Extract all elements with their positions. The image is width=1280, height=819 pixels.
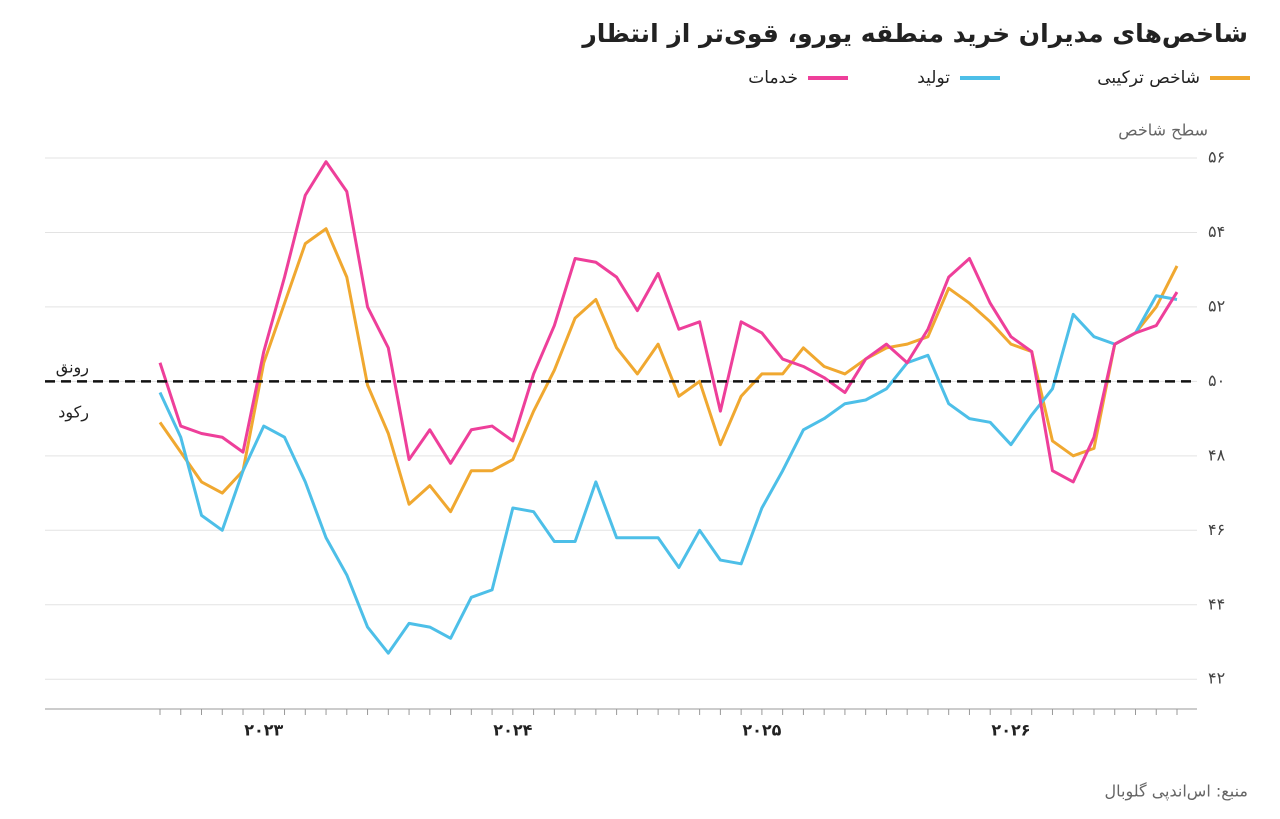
x-tick-label: ۲۰۲۵ bbox=[742, 721, 781, 740]
legend-label: خدمات bbox=[748, 68, 798, 88]
y-tick-label: ۵۲ bbox=[1208, 296, 1225, 315]
series-line bbox=[158, 227, 1179, 514]
y-tick-label: ۴۲ bbox=[1208, 669, 1225, 688]
y-axis-label: سطح شاخص bbox=[1118, 121, 1208, 141]
chart-title: شاخص‌های مدیران خرید منطقه یورو، قوی‌تر … bbox=[580, 19, 1248, 49]
x-tick-label: ۲۰۲۳ bbox=[244, 721, 283, 740]
y-tick-label: ۵۶ bbox=[1208, 148, 1225, 167]
y-tick-label: ۴۴ bbox=[1208, 594, 1225, 613]
series-line bbox=[158, 160, 1179, 484]
x-tick-label: ۲۰۲۴ bbox=[493, 721, 532, 740]
series-line bbox=[158, 294, 1178, 655]
source: منبع: اس‌اندپی گلوبال bbox=[1105, 782, 1249, 802]
y-tick-label: ۴۶ bbox=[1208, 520, 1225, 539]
x-tick-label: ۲۰۲۶ bbox=[991, 721, 1030, 740]
y-tick-label: ۵۴ bbox=[1208, 222, 1225, 241]
annotation: رونق bbox=[56, 358, 89, 378]
annotation: رکود bbox=[58, 403, 89, 423]
y-tick-label: ۵۰ bbox=[1208, 371, 1225, 390]
legend-label: شاخص ترکیبی bbox=[1097, 68, 1200, 88]
y-tick-label: ۴۸ bbox=[1208, 445, 1226, 464]
legend-label: تولید bbox=[917, 68, 950, 88]
